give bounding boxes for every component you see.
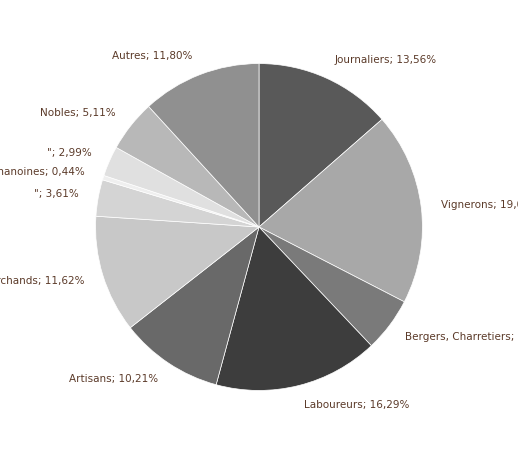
Text: Journaliers; 13,56%: Journaliers; 13,56%	[335, 55, 437, 65]
Wedge shape	[104, 148, 259, 227]
Text: Artisans; 10,21%: Artisans; 10,21%	[68, 375, 158, 385]
Wedge shape	[259, 119, 423, 302]
Text: Bergers, Charretiers; 5,37%: Bergers, Charretiers; 5,37%	[406, 332, 518, 342]
Wedge shape	[216, 227, 371, 390]
Wedge shape	[259, 64, 382, 227]
Text: Autres; 11,80%: Autres; 11,80%	[112, 51, 193, 61]
Wedge shape	[103, 176, 259, 227]
Text: Nobles; 5,11%: Nobles; 5,11%	[40, 109, 116, 118]
Wedge shape	[130, 227, 259, 385]
Wedge shape	[259, 227, 405, 345]
Wedge shape	[95, 216, 259, 328]
Wedge shape	[116, 106, 259, 227]
Text: Chanoines; 0,44%: Chanoines; 0,44%	[0, 167, 84, 177]
Text: "; 3,61%: "; 3,61%	[34, 189, 79, 199]
Wedge shape	[149, 64, 259, 227]
Wedge shape	[96, 180, 259, 227]
Text: Vignerons; 19,01%: Vignerons; 19,01%	[441, 200, 518, 210]
Text: Marchands; 11,62%: Marchands; 11,62%	[0, 276, 84, 286]
Text: Laboureurs; 16,29%: Laboureurs; 16,29%	[304, 400, 409, 410]
Text: "; 2,99%: "; 2,99%	[47, 148, 92, 158]
